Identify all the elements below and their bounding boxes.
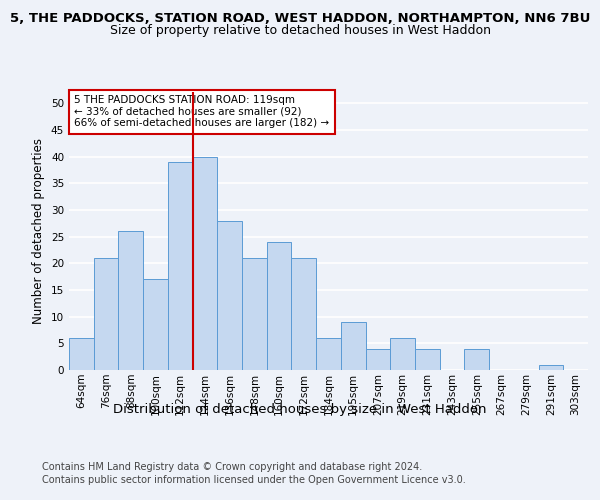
Bar — [242, 258, 267, 370]
Bar — [143, 280, 168, 370]
Bar — [539, 364, 563, 370]
Bar — [94, 258, 118, 370]
Bar — [365, 348, 390, 370]
Bar — [341, 322, 365, 370]
Bar — [292, 258, 316, 370]
Bar — [118, 231, 143, 370]
Text: 5 THE PADDOCKS STATION ROAD: 119sqm
← 33% of detached houses are smaller (92)
66: 5 THE PADDOCKS STATION ROAD: 119sqm ← 33… — [74, 96, 329, 128]
Text: Contains public sector information licensed under the Open Government Licence v3: Contains public sector information licen… — [42, 475, 466, 485]
Bar — [464, 348, 489, 370]
Y-axis label: Number of detached properties: Number of detached properties — [32, 138, 46, 324]
Bar — [390, 338, 415, 370]
Bar — [168, 162, 193, 370]
Bar — [415, 348, 440, 370]
Text: Distribution of detached houses by size in West Haddon: Distribution of detached houses by size … — [113, 402, 487, 415]
Bar — [193, 156, 217, 370]
Bar — [267, 242, 292, 370]
Text: Contains HM Land Registry data © Crown copyright and database right 2024.: Contains HM Land Registry data © Crown c… — [42, 462, 422, 472]
Text: Size of property relative to detached houses in West Haddon: Size of property relative to detached ho… — [110, 24, 491, 37]
Text: 5, THE PADDOCKS, STATION ROAD, WEST HADDON, NORTHAMPTON, NN6 7BU: 5, THE PADDOCKS, STATION ROAD, WEST HADD… — [10, 12, 590, 26]
Bar — [69, 338, 94, 370]
Bar — [217, 220, 242, 370]
Bar — [316, 338, 341, 370]
